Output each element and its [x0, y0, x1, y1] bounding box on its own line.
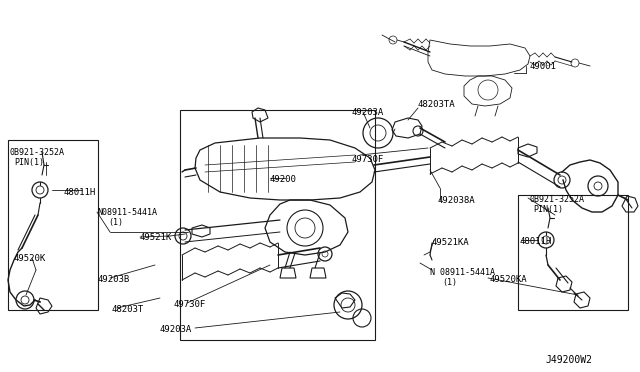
Text: 49001: 49001	[530, 62, 557, 71]
Text: (1): (1)	[108, 218, 123, 227]
Text: PIN(1): PIN(1)	[533, 205, 563, 214]
Text: 49521KA: 49521KA	[432, 238, 470, 247]
Text: 49730F: 49730F	[174, 300, 206, 309]
Text: 48203TA: 48203TA	[418, 100, 456, 109]
Text: 49200: 49200	[270, 175, 297, 184]
Text: 0B921-3252A: 0B921-3252A	[530, 195, 585, 204]
Text: 49730F: 49730F	[352, 155, 384, 164]
Text: 48011H: 48011H	[63, 188, 95, 197]
Text: 48011H: 48011H	[520, 237, 552, 246]
Text: 49520KA: 49520KA	[490, 275, 527, 284]
Text: 49203A: 49203A	[352, 108, 384, 117]
Text: 0B921-3252A: 0B921-3252A	[10, 148, 65, 157]
Bar	[180, 110, 375, 340]
Text: N 08911-5441A: N 08911-5441A	[430, 268, 495, 277]
Text: 49203A: 49203A	[160, 325, 192, 334]
Text: 49521K: 49521K	[140, 233, 172, 242]
Text: N08911-5441A: N08911-5441A	[97, 208, 157, 217]
Bar	[8, 140, 98, 310]
Text: 49520K: 49520K	[14, 254, 46, 263]
Text: 49203B: 49203B	[97, 275, 129, 284]
Text: 48203T: 48203T	[112, 305, 144, 314]
Text: J49200W2: J49200W2	[545, 355, 592, 365]
Bar	[518, 195, 628, 310]
Text: PIN(1): PIN(1)	[14, 158, 44, 167]
Text: (1): (1)	[442, 278, 457, 287]
Text: 492038A: 492038A	[437, 196, 475, 205]
